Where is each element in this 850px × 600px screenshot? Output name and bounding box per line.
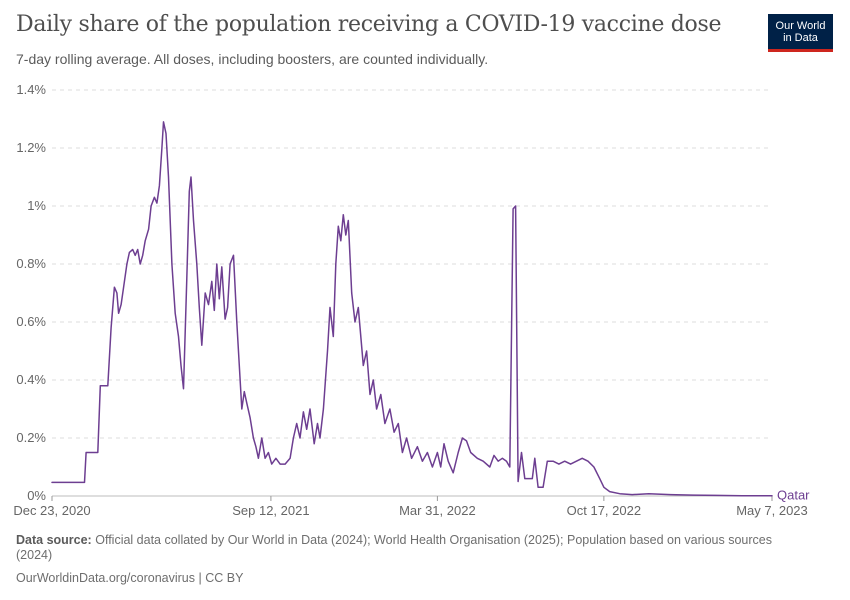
x-tick-label: Oct 17, 2022 xyxy=(567,503,641,518)
x-tick-label: Dec 23, 2020 xyxy=(13,503,90,518)
logo-line-2: in Data xyxy=(783,32,818,44)
y-tick-label: 1.4% xyxy=(16,82,46,97)
y-gridlines xyxy=(52,89,772,497)
y-tick-label: 1% xyxy=(27,198,46,213)
series-label: Qatar xyxy=(777,488,810,503)
y-tick-label: 0.2% xyxy=(16,430,46,445)
data-source-text: Official data collated by Our World in D… xyxy=(16,533,772,562)
y-axis-tick-labels: 0% 0.2% 0.4% 0.6% 0.8% 1% 1.2% 1.4% xyxy=(16,82,46,503)
x-tick-label: Sep 12, 2021 xyxy=(232,503,309,518)
data-source-label: Data source: xyxy=(16,533,92,547)
y-tick-label: 0.6% xyxy=(16,314,46,329)
series-line[interactable] xyxy=(51,121,773,497)
footer-links: OurWorldinData.org/coronavirus | CC BY xyxy=(16,571,243,585)
logo-line-1: Our World xyxy=(775,20,826,32)
y-tick-label: 0.8% xyxy=(16,256,46,271)
data-source-note: Data source: Official data collated by O… xyxy=(16,533,796,563)
owid-logo[interactable]: Our World in Data xyxy=(768,14,833,52)
y-tick-label: 0% xyxy=(27,488,46,503)
chart-title: Daily share of the population receiving … xyxy=(16,12,722,37)
license-link[interactable]: CC BY xyxy=(205,571,244,585)
chart-subtitle: 7-day rolling average. All doses, includ… xyxy=(16,51,489,67)
x-axis-tick-labels: Dec 23, 2020 Sep 12, 2021 Mar 31, 2022 Oct … xyxy=(13,496,808,518)
y-tick-label: 1.2% xyxy=(16,140,46,155)
source-url-link[interactable]: OurWorldinData.org/coronavirus xyxy=(16,571,196,585)
line-chart: 0% 0.2% 0.4% 0.6% 0.8% 1% 1.2% 1.4% Dec 23, 202… xyxy=(13,82,810,518)
footer-separator: | xyxy=(198,571,202,585)
x-tick-label: Mar 31, 2022 xyxy=(399,503,476,518)
x-tick-label: May 7, 2023 xyxy=(736,503,808,518)
series-lines: Qatar xyxy=(51,121,810,503)
y-tick-label: 0.4% xyxy=(16,372,46,387)
